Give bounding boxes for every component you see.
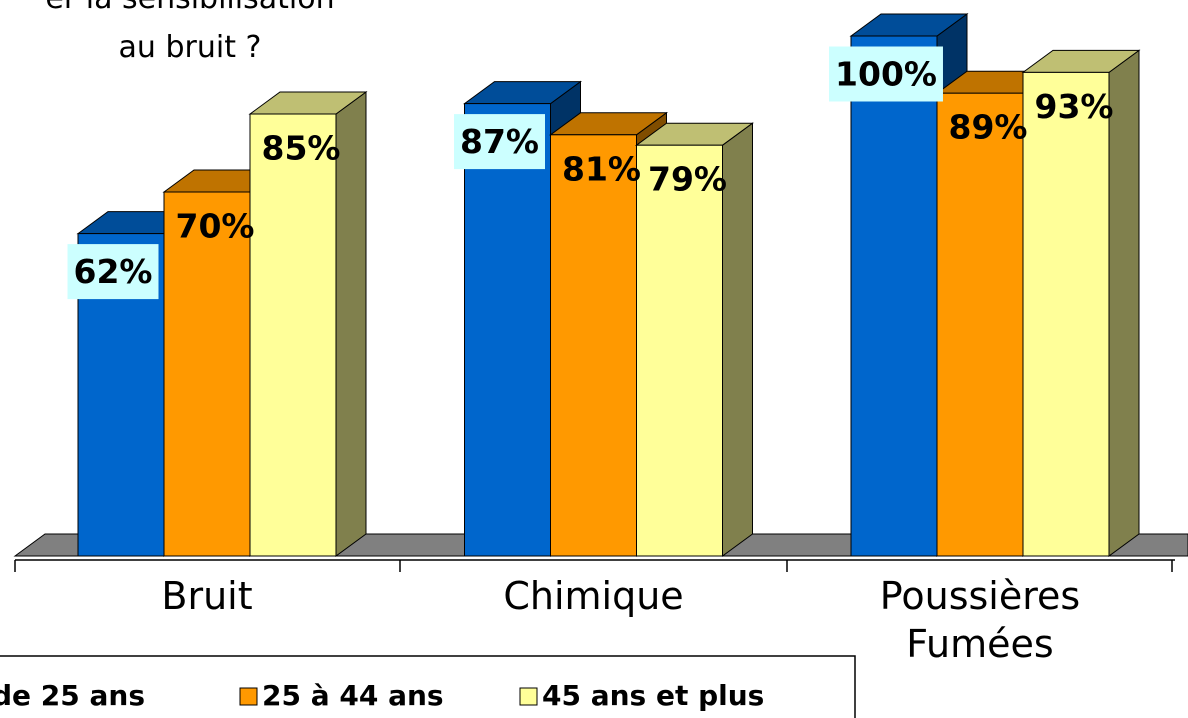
value-label: 81% — [562, 149, 641, 188]
value-label: 100% — [835, 55, 937, 94]
category-label: Bruit — [161, 574, 253, 618]
value-label-box — [67, 244, 159, 300]
bar-side — [335, 91, 367, 557]
bar — [636, 144, 723, 557]
value-label: 79% — [648, 160, 727, 199]
value-label: 93% — [1035, 87, 1114, 126]
category-label: Poussières Fumées — [879, 574, 1081, 666]
legend-swatch — [519, 687, 538, 706]
category-label: Chimique — [503, 574, 684, 618]
value-label-box — [454, 114, 545, 170]
title-line: er la sensibilisation — [0, 0, 385, 18]
bar — [1022, 71, 1110, 557]
value-label: 70% — [176, 207, 255, 246]
legend-swatch — [239, 687, 258, 706]
legend-label: de 25 ans — [0, 679, 145, 712]
bar — [850, 35, 938, 557]
bar — [464, 103, 551, 557]
bar — [550, 134, 637, 557]
value-label-box — [829, 46, 943, 102]
value-label: 89% — [949, 108, 1028, 147]
title-line: au bruit ? — [118, 30, 262, 65]
legend-box — [0, 655, 856, 718]
legend-label: 25 à 44 ans — [262, 679, 444, 712]
value-label: 85% — [262, 129, 341, 168]
value-label: 62% — [74, 252, 153, 291]
value-label: 87% — [460, 122, 539, 161]
bar-side — [722, 122, 753, 557]
bar — [249, 113, 337, 557]
legend-label: 45 ans et plus — [542, 679, 764, 712]
bar — [163, 191, 251, 557]
bar-side — [1108, 49, 1140, 557]
bar — [936, 92, 1024, 557]
